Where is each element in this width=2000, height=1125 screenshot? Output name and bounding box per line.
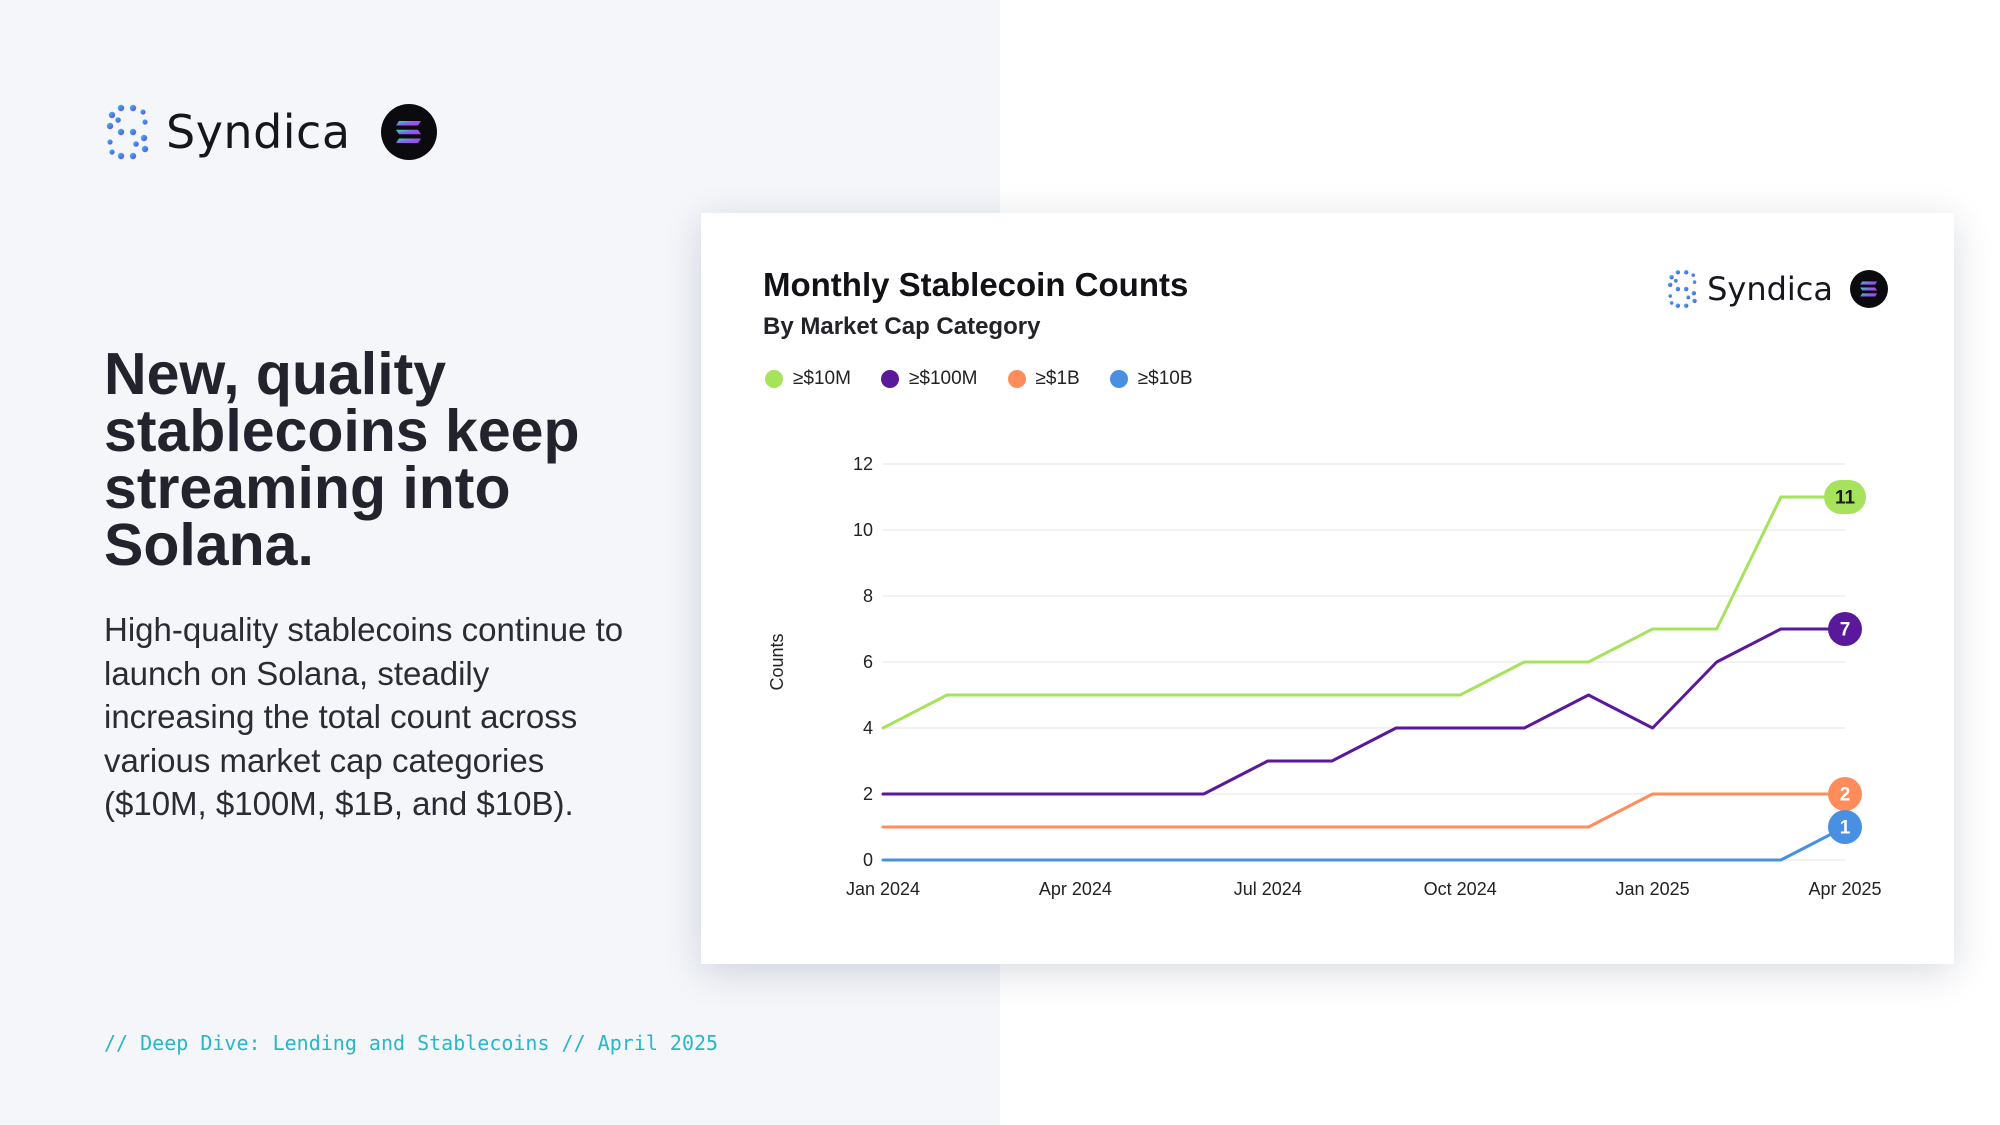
legend-swatch bbox=[1007, 370, 1026, 388]
footer-caption: // Deep Dive: Lending and Stablecoins //… bbox=[104, 1031, 719, 1055]
y-tick-label: 6 bbox=[863, 652, 873, 672]
end-value-badge bbox=[1828, 810, 1862, 844]
legend-item-10m: ≥$10M bbox=[765, 368, 851, 390]
x-tick-label: Apr 2024 bbox=[1039, 879, 1112, 899]
x-tick-label: Oct 2024 bbox=[1424, 879, 1497, 899]
legend-label: ≥$10B bbox=[1137, 368, 1193, 389]
x-tick-label: Jan 2025 bbox=[1616, 879, 1690, 899]
legend-swatch bbox=[765, 370, 783, 388]
chart-brand: Syndica bbox=[1666, 269, 1888, 309]
chart-title: Monthly Stablecoin Counts bbox=[763, 266, 1189, 303]
y-tick-label: 2 bbox=[863, 784, 873, 804]
y-tick-label: 0 bbox=[863, 850, 873, 870]
end-value-badge bbox=[1828, 612, 1862, 646]
chart-card: 0 2 4 6 8 10 12 Jan 2024 Apr 2024 Jul 2024 Oct 202… bbox=[701, 213, 1954, 964]
end-value-label: 7 bbox=[1840, 620, 1851, 641]
chart-brand-name: Syndica bbox=[1707, 270, 1833, 308]
brand-name: Syndica bbox=[166, 105, 351, 159]
legend-label: ≥$1B bbox=[1035, 368, 1080, 389]
brand-header: Syndica bbox=[104, 102, 437, 162]
legend-item-1b: ≥$1B bbox=[1007, 368, 1080, 390]
series-line bbox=[881, 825, 1847, 862]
solana-logo-icon bbox=[1850, 270, 1888, 308]
solana-logo-icon bbox=[380, 104, 437, 160]
body-paragraph: High-quality stablecoins continue to lau… bbox=[104, 611, 624, 822]
headline: New, quality stablecoins keep streaming … bbox=[104, 341, 580, 578]
legend-swatch bbox=[1109, 370, 1128, 388]
legend-label: ≥$100M bbox=[908, 368, 978, 389]
x-tick-label: Apr 2025 bbox=[1808, 879, 1881, 899]
y-tick-label: 12 bbox=[853, 454, 873, 474]
syndica-logo-icon bbox=[106, 104, 149, 160]
x-tick-label: Jul 2024 bbox=[1234, 879, 1302, 899]
legend-swatch bbox=[880, 370, 899, 388]
series-line bbox=[881, 792, 1847, 829]
end-value-label: 1 bbox=[1840, 818, 1851, 839]
legend-label: ≥$10M bbox=[793, 368, 851, 389]
chart-subtitle: By Market Cap Category bbox=[763, 313, 1041, 340]
end-value-label: 2 bbox=[1840, 785, 1851, 806]
series-line bbox=[881, 495, 1847, 730]
y-tick-label: 8 bbox=[863, 586, 873, 606]
syndica-logo-icon bbox=[1668, 270, 1697, 308]
chart-legend: ≥$10M ≥$100M ≥$1B ≥$10B bbox=[765, 368, 1223, 390]
legend-item-10b: ≥$10B bbox=[1109, 368, 1193, 390]
end-value-badge bbox=[1824, 480, 1866, 514]
y-tick-label: 4 bbox=[863, 718, 873, 738]
end-value-label: 11 bbox=[1835, 488, 1856, 509]
y-tick-label: 10 bbox=[853, 520, 873, 540]
legend-item-100m: ≥$100M bbox=[880, 368, 978, 390]
x-tick-label: Jan 2024 bbox=[846, 879, 920, 899]
y-axis-label: Counts bbox=[767, 633, 787, 690]
end-value-badge bbox=[1828, 777, 1862, 811]
series-line bbox=[881, 627, 1847, 796]
